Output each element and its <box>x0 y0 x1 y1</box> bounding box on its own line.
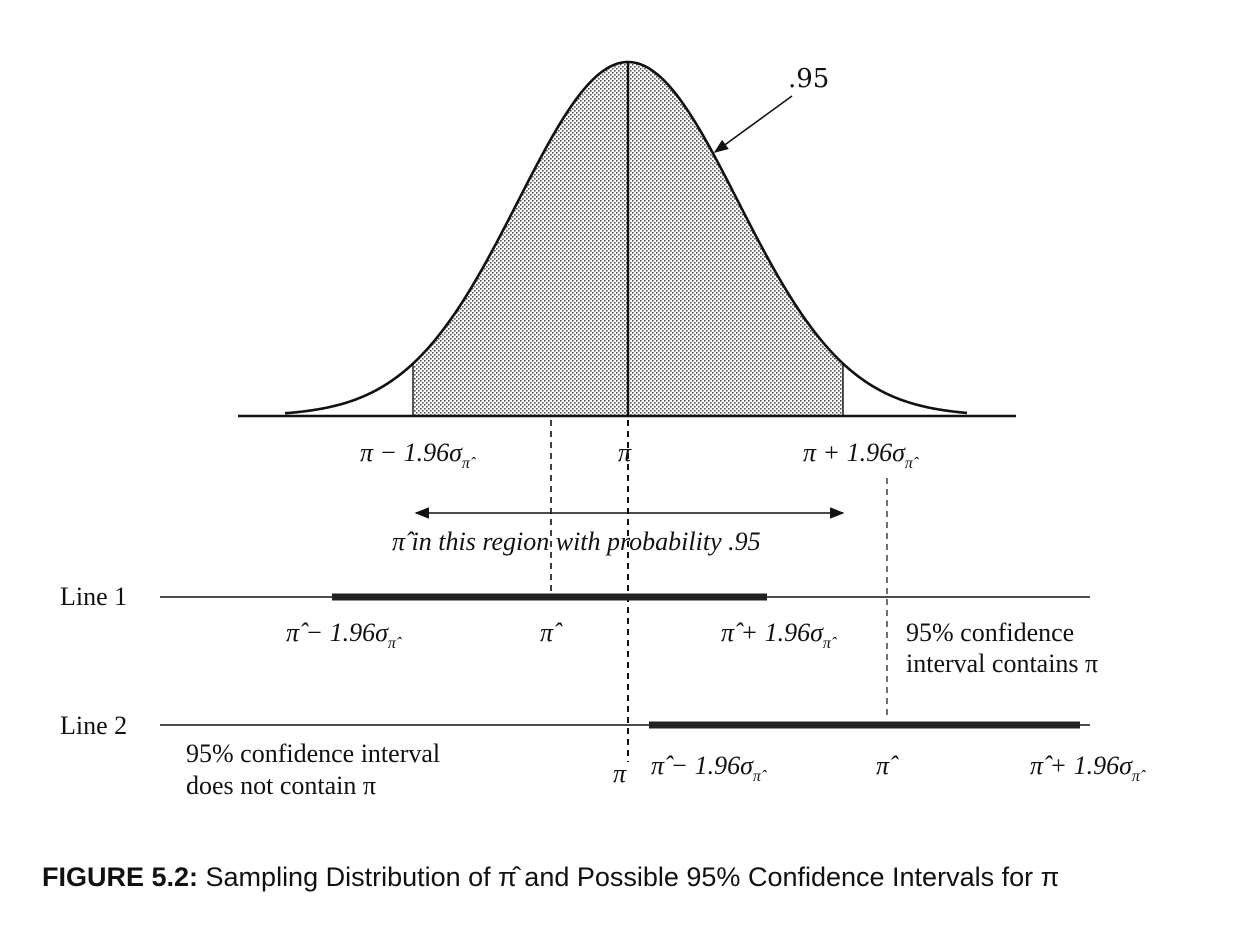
line1-note-2: interval contains π <box>906 649 1098 678</box>
right-bound-label: π + 1.96σπ̂ <box>803 438 919 472</box>
area-pointer-arrow <box>713 95 793 153</box>
line-2: Line 2 95% confidence interval does not … <box>60 711 1146 800</box>
left-bound-label: π − 1.96σπ̂ <box>360 438 476 472</box>
line2-name: Line 2 <box>60 711 127 740</box>
line1-upper-label: π̂ + 1.96σπ̂ <box>721 618 837 652</box>
line2-note-1: 95% confidence interval <box>186 739 440 768</box>
center-label: π <box>618 438 632 467</box>
line2-lower-label: π̂ − 1.96σπ̂ <box>651 751 767 785</box>
line2-upper-label: π̂ + 1.96σπ̂ <box>1030 751 1146 785</box>
line-1: Line 1 π̂ − 1.96σπ̂ π̂ π̂ + 1.96σπ̂ 95% … <box>60 582 1098 678</box>
area-label: .95 <box>788 64 829 94</box>
line2-note-2: does not contain π <box>186 771 376 800</box>
density-curve <box>284 60 968 415</box>
line1-name: Line 1 <box>60 582 127 611</box>
region-label: π̂ in this region with probability .95 <box>392 527 761 556</box>
line1-lower-label: π̂ − 1.96σπ̂ <box>286 618 402 652</box>
line1-note-1: 95% confidence <box>906 618 1074 647</box>
line2-pi-mark-label: π <box>613 759 627 788</box>
line1-estimate-label: π̂ <box>540 618 563 647</box>
normal-curve <box>238 60 1016 418</box>
line2-estimate-label: π̂ <box>876 751 899 780</box>
figure-caption: FIGURE 5.2: Sampling Distribution of π̂ … <box>42 862 1059 892</box>
